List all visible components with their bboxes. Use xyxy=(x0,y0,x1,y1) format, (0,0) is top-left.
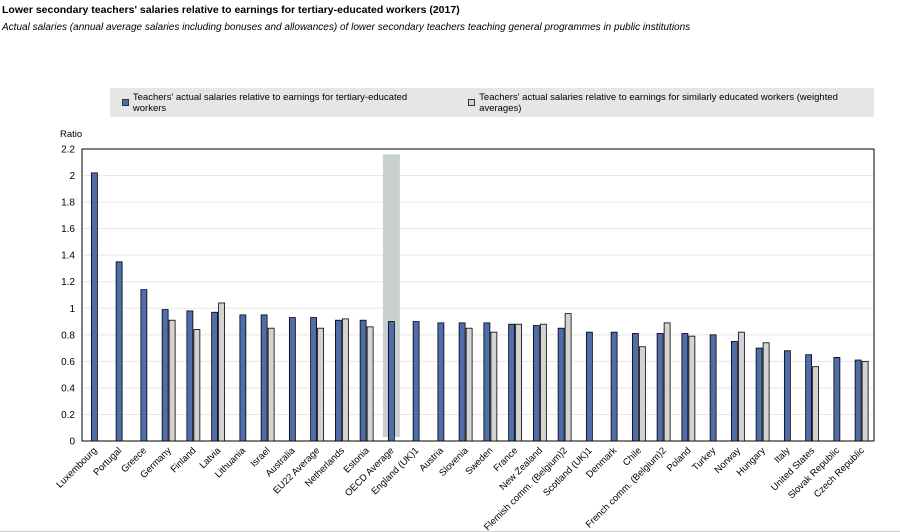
chart-legend: Teachers' actual salaries relative to ea… xyxy=(110,88,874,117)
y-tick-label: 2 xyxy=(69,171,75,182)
bar-series2 xyxy=(366,326,374,442)
bar-series1 xyxy=(186,310,194,442)
x-tick-label: Italy xyxy=(772,445,792,465)
bar-series1 xyxy=(260,314,268,442)
bar-series2 xyxy=(861,360,869,442)
bar-series1 xyxy=(557,327,565,442)
bar-series2 xyxy=(638,346,646,442)
y-tick-label: 2.2 xyxy=(61,145,75,156)
bar-series1 xyxy=(161,309,169,442)
bar-series2 xyxy=(193,329,201,442)
bar-series1 xyxy=(709,334,717,442)
bar-series1 xyxy=(211,311,219,442)
y-tick-label: 0.6 xyxy=(61,357,75,368)
legend-label-series2: Teachers' actual salaries relative to ea… xyxy=(479,91,838,114)
y-tick-label: 0 xyxy=(69,437,75,448)
x-tick-label: Sweden xyxy=(463,445,495,477)
bar-series2 xyxy=(564,313,572,442)
bar-series2 xyxy=(168,319,176,442)
bar-series1 xyxy=(458,322,466,442)
bar-series1 xyxy=(412,321,420,442)
y-tick-label: 1 xyxy=(69,304,75,315)
bar-series1 xyxy=(730,341,738,442)
bar-series1 xyxy=(288,317,296,442)
bar-series2 xyxy=(539,323,547,442)
highlight-band xyxy=(382,154,400,438)
bar-series1 xyxy=(532,325,540,442)
bar-series1 xyxy=(681,333,689,442)
bar-series1 xyxy=(310,317,318,442)
y-tick-label: 0.4 xyxy=(61,383,75,394)
bar-series1 xyxy=(334,319,342,442)
x-tick-label: Finland xyxy=(169,445,199,475)
bar-series1 xyxy=(805,354,813,442)
bar-series1 xyxy=(656,333,664,442)
bar-series1 xyxy=(387,321,395,442)
plot-frame xyxy=(81,148,875,442)
bar-series1 xyxy=(508,323,516,442)
bar-series1 xyxy=(239,314,247,442)
bar-series2 xyxy=(663,322,671,442)
legend-swatch-series2 xyxy=(468,99,476,106)
bar-series1 xyxy=(140,289,148,442)
legend-item-series2: Teachers' actual salaries relative to ea… xyxy=(468,92,874,114)
bar-series2 xyxy=(490,331,498,442)
bar-series1 xyxy=(359,319,367,442)
legend-label-series1: Teachers' actual salaries relative to ea… xyxy=(132,91,408,114)
bar-series1 xyxy=(437,322,445,442)
bar-series2 xyxy=(465,327,473,442)
plot-area xyxy=(81,148,875,442)
bar-series1 xyxy=(854,359,862,442)
bar-series1 xyxy=(783,350,791,442)
y-tick-label: 0.8 xyxy=(61,330,75,341)
bar-series2 xyxy=(267,327,275,442)
chart-title: Lower secondary teachers' salaries relat… xyxy=(2,4,460,16)
bar-series2 xyxy=(688,335,696,442)
bar-series2 xyxy=(737,331,745,442)
x-tick-label: Poland xyxy=(665,445,694,474)
legend-swatch-series1 xyxy=(122,99,129,106)
bar-series1 xyxy=(610,331,618,442)
bar-series2 xyxy=(812,366,820,442)
y-axis-label: Ratio xyxy=(60,129,83,140)
bar-series2 xyxy=(515,323,523,442)
bar-series1 xyxy=(833,356,841,442)
chart-subtitle: Actual salaries (annual average salaries… xyxy=(2,22,691,33)
y-tick-label: 1.4 xyxy=(61,251,75,262)
bar-series1 xyxy=(115,261,123,442)
bar-series1 xyxy=(631,333,639,442)
bar-series2 xyxy=(317,327,325,442)
bar-series1 xyxy=(585,331,593,442)
y-tick-label: 0.2 xyxy=(61,410,75,421)
bar-series2 xyxy=(762,342,770,442)
bar-series1 xyxy=(483,322,491,442)
bar-series1 xyxy=(90,172,98,442)
bar-series2 xyxy=(218,302,226,442)
bar-series1 xyxy=(755,347,763,442)
y-tick-label: 1.8 xyxy=(61,198,75,209)
y-tick-label: 1.2 xyxy=(61,277,75,288)
legend-item-series1: Teachers' actual salaries relative to ea… xyxy=(122,92,436,114)
y-tick-label: 1.6 xyxy=(61,224,75,235)
bar-series2 xyxy=(341,318,349,442)
